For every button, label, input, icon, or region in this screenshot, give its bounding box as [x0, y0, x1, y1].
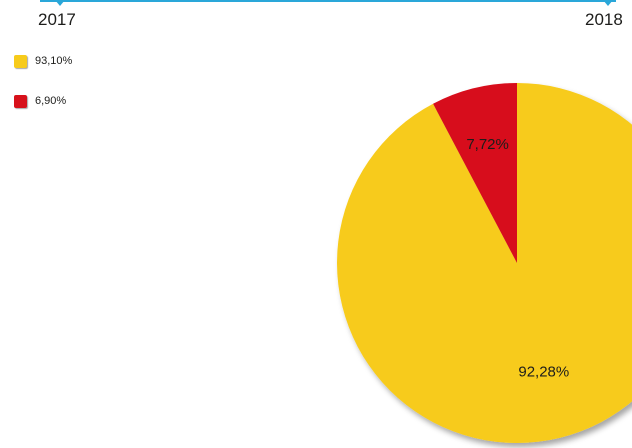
legend-swatch-yellow: [14, 54, 27, 68]
legend-label-red: 6,90%: [35, 95, 67, 107]
pie-slice-0: [337, 83, 632, 443]
year-marker-2018: [603, 0, 613, 6]
legend: 93,10% 6,90%: [14, 52, 72, 132]
legend-item-red: 6,90%: [14, 92, 72, 110]
legend-swatch-red: [14, 94, 27, 108]
year-label-2018: 2018: [585, 10, 623, 29]
pie-slice-label-1: 7,72%: [466, 136, 509, 153]
year-marker-2017: [55, 0, 65, 6]
legend-item-yellow: 93,10%: [14, 52, 72, 70]
pie-slice-label-0: 92,28%: [518, 363, 569, 380]
legend-label-yellow: 93,10%: [35, 55, 73, 67]
pie-slice-1: [433, 83, 517, 263]
timeline-rule: [40, 0, 616, 2]
year-label-2017: 2017: [38, 10, 76, 29]
